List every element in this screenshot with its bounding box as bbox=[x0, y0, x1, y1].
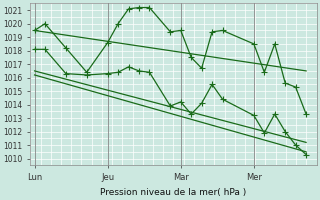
X-axis label: Pression niveau de la mer( hPa ): Pression niveau de la mer( hPa ) bbox=[100, 188, 247, 197]
